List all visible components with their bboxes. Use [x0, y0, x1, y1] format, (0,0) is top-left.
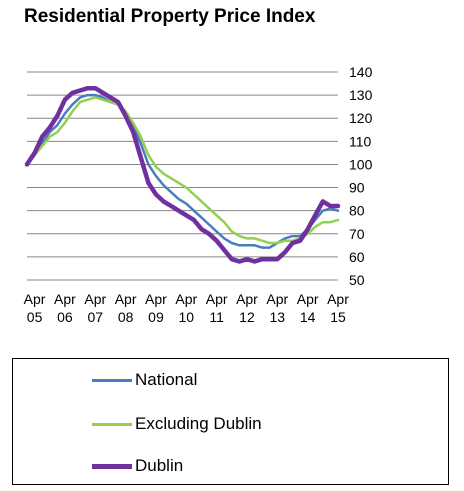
series-line-dublin: [24, 85, 341, 264]
legend-swatch-excluding-dublin: [92, 422, 132, 426]
x-tick-label-month: Apr: [175, 291, 197, 307]
x-tick-label-month: Apr: [54, 291, 76, 307]
x-tick-label-year: 07: [87, 309, 103, 325]
x-tick-label-month: Apr: [145, 291, 167, 307]
series-line-excluding-dublin: [25, 96, 340, 245]
series-lines: [24, 85, 341, 264]
legend-item-excluding-dublin: Excluding Dublin: [92, 412, 262, 436]
y-tick-label: 50: [349, 272, 365, 288]
x-tick-label-month: Apr: [327, 291, 349, 307]
x-axis-tick-labels: Apr 05 Apr 06 Apr 07 Apr 08 Apr 09 Apr 10 Apr 11 Apr 12…: [24, 291, 350, 325]
y-axis-tick-labels: 50 60 70 80 90 100 110 120 130 140: [349, 64, 373, 288]
x-tick-label-month: Apr: [297, 291, 319, 307]
x-tick-label-month: Apr: [206, 291, 228, 307]
legend-swatch-dublin: [92, 463, 132, 469]
x-tick-label-year: 08: [118, 309, 134, 325]
x-tick-label-month: Apr: [266, 291, 288, 307]
y-tick-label: 130: [349, 87, 373, 103]
line-chart: 50 60 70 80 90 100 110 120 130 140 Apr 05 Apr 06 Apr 0…: [24, 64, 373, 325]
legend: National Excluding Dublin Dublin: [12, 358, 449, 485]
legend-item-national: National: [92, 368, 197, 392]
x-tick-label-year: 12: [239, 309, 255, 325]
x-tick-label-year: 05: [27, 309, 43, 325]
x-tick-label-month: Apr: [115, 291, 137, 307]
x-tick-label-month: Apr: [24, 291, 46, 307]
x-tick-label-year: 15: [330, 309, 346, 325]
x-tick-label-year: 11: [209, 309, 224, 325]
legend-label-dublin: Dublin: [135, 456, 184, 475]
y-tick-label: 60: [349, 249, 365, 265]
y-tick-label: 90: [349, 180, 365, 196]
legend-item-dublin: Dublin: [92, 454, 183, 478]
y-tick-label: 80: [349, 203, 365, 219]
x-tick-label-month: Apr: [84, 291, 106, 307]
x-tick-label-year: 14: [300, 309, 316, 325]
y-tick-label: 70: [349, 226, 365, 242]
chart-title: Residential Property Price Index: [24, 6, 316, 27]
y-tick-label: 120: [349, 110, 373, 126]
legend-swatch-national: [92, 378, 132, 382]
legend-label-national: National: [135, 370, 198, 389]
y-tick-label: 110: [349, 133, 372, 149]
x-tick-label-year: 06: [57, 309, 73, 325]
y-tick-label: 100: [349, 156, 373, 172]
legend-label-excluding-dublin: Excluding Dublin: [135, 414, 262, 433]
x-tick-label-year: 10: [179, 309, 195, 325]
series-line-national: [25, 93, 340, 249]
x-tick-label-year: 09: [148, 309, 164, 325]
x-tick-label-year: 13: [270, 309, 286, 325]
y-tick-label: 140: [349, 64, 373, 80]
x-tick-label-month: Apr: [236, 291, 258, 307]
